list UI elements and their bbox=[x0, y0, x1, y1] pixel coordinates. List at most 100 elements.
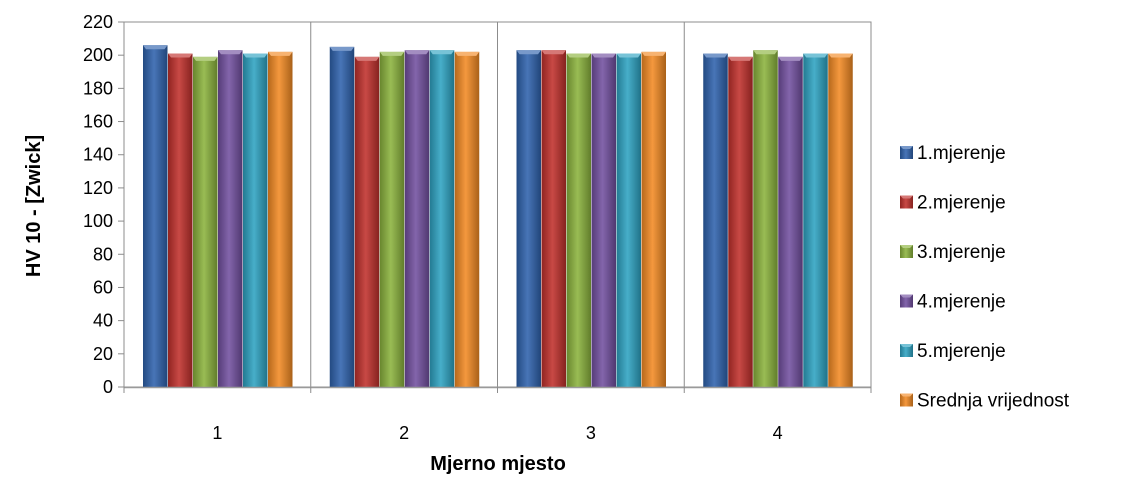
legend-swatch bbox=[900, 195, 913, 209]
y-tick-label: 220 bbox=[83, 12, 113, 32]
bar bbox=[143, 45, 168, 388]
legend-item: 1.mjerenje bbox=[900, 143, 1006, 164]
y-tick-label: 20 bbox=[93, 344, 113, 364]
bar-bevel bbox=[616, 53, 641, 58]
bar-bevel bbox=[728, 56, 753, 61]
bar-bevel bbox=[429, 50, 455, 55]
bar-body bbox=[329, 46, 355, 388]
bar bbox=[828, 53, 853, 387]
legend-swatch-bevel bbox=[900, 344, 913, 347]
bar-bevel bbox=[454, 51, 480, 56]
bar bbox=[329, 46, 355, 388]
legend-swatch bbox=[900, 393, 913, 407]
bar bbox=[703, 53, 728, 387]
bar-body bbox=[641, 51, 666, 387]
legend-swatch-bevel bbox=[900, 245, 913, 248]
bar bbox=[243, 53, 268, 387]
bar-body bbox=[828, 53, 853, 387]
bar-body bbox=[454, 51, 480, 387]
legend-item: 2.mjerenje bbox=[900, 193, 1006, 214]
x-tick-label: 1 bbox=[212, 423, 222, 443]
y-tick-label: 140 bbox=[83, 145, 113, 165]
bar-body bbox=[243, 53, 268, 387]
bar-bevel bbox=[243, 53, 268, 58]
bar-body bbox=[566, 53, 591, 387]
y-tick-label: 80 bbox=[93, 244, 113, 264]
legend-label: 5.mjerenje bbox=[917, 341, 1006, 362]
bar-body bbox=[218, 50, 243, 388]
legend-swatch-bevel bbox=[900, 195, 913, 199]
legend-item: Srednja vrijednost bbox=[900, 391, 1070, 412]
bar bbox=[404, 50, 430, 388]
bar bbox=[454, 51, 480, 387]
x-axis-title: Mjerno mjesto bbox=[430, 453, 566, 475]
bar-bevel bbox=[566, 53, 591, 58]
x-tick-label: 3 bbox=[586, 423, 596, 443]
legend-item: 4.mjerenje bbox=[900, 292, 1006, 313]
bar-body bbox=[143, 45, 168, 388]
y-tick-label: 180 bbox=[83, 78, 113, 98]
bar bbox=[268, 51, 293, 387]
bar-bevel bbox=[193, 56, 218, 61]
bar-bevel bbox=[778, 56, 803, 61]
bar-body bbox=[803, 53, 828, 387]
bar bbox=[778, 56, 803, 387]
bar-bevel bbox=[143, 45, 168, 50]
bar bbox=[168, 53, 193, 387]
bar bbox=[218, 50, 243, 388]
bar-bevel bbox=[753, 50, 778, 55]
bar bbox=[541, 50, 566, 388]
y-tick-label: 160 bbox=[83, 112, 113, 132]
legend-swatch-bevel bbox=[900, 146, 913, 149]
bar-body bbox=[703, 53, 728, 387]
legend: 1.mjerenje 2.mjerenje 3.mjerenje 4.mjerenje… bbox=[900, 143, 1070, 412]
legend-swatch-bevel bbox=[900, 393, 913, 397]
bar bbox=[591, 53, 616, 387]
legend-label: 4.mjerenje bbox=[917, 292, 1006, 313]
bar-body bbox=[778, 56, 803, 387]
ticks-group: 0 20 40 60 80 100 120 140 160 180 200 220 1 2 3 4 bbox=[83, 12, 872, 443]
bar-bevel bbox=[828, 53, 853, 58]
bar bbox=[728, 56, 753, 387]
bar bbox=[753, 50, 778, 388]
legend-swatch bbox=[900, 245, 913, 258]
legend-swatch bbox=[900, 294, 913, 308]
legend-label: 2.mjerenje bbox=[917, 193, 1006, 214]
y-axis-title: HV 10 - [Zwick] bbox=[23, 135, 45, 277]
bar-bevel bbox=[404, 50, 430, 55]
bar bbox=[616, 53, 641, 387]
bar bbox=[516, 50, 541, 388]
x-tick-label: 4 bbox=[773, 423, 783, 443]
bar-bevel bbox=[541, 50, 566, 55]
bar-body bbox=[354, 56, 380, 387]
bar-bevel bbox=[641, 51, 666, 56]
bar-bevel bbox=[329, 46, 355, 51]
bar-bevel bbox=[354, 56, 380, 61]
bar-body bbox=[193, 56, 218, 387]
bar-body bbox=[616, 53, 641, 387]
bar-body bbox=[541, 50, 566, 388]
bar bbox=[379, 51, 405, 387]
x-tick-label: 2 bbox=[399, 423, 409, 443]
bar-bevel bbox=[268, 51, 293, 56]
bar-body bbox=[268, 51, 293, 387]
bar-bevel bbox=[168, 53, 193, 58]
bar-bevel bbox=[516, 50, 541, 55]
y-tick-label: 0 bbox=[103, 377, 113, 397]
bar-body bbox=[516, 50, 541, 388]
legend-item: 5.mjerenje bbox=[900, 341, 1006, 362]
y-tick-label: 120 bbox=[83, 178, 113, 198]
bar-bevel bbox=[379, 51, 405, 56]
bar bbox=[429, 50, 455, 388]
bar-bevel bbox=[218, 50, 243, 55]
legend-label: 3.mjerenje bbox=[917, 242, 1006, 263]
bar-bevel bbox=[703, 53, 728, 58]
bar bbox=[641, 51, 666, 387]
bar-body bbox=[429, 50, 455, 388]
y-tick-label: 200 bbox=[83, 45, 113, 65]
bar-body bbox=[379, 51, 405, 387]
legend-label: 1.mjerenje bbox=[917, 143, 1006, 164]
bar bbox=[803, 53, 828, 387]
y-tick-label: 100 bbox=[83, 211, 113, 231]
